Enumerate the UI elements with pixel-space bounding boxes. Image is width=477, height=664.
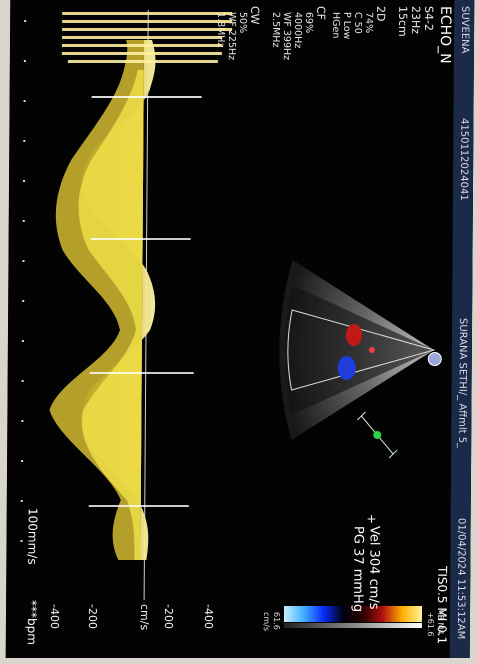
- bmode-sector-image: [279, 260, 436, 440]
- settings-cf-freq: 2.5MHz: [269, 12, 282, 48]
- colorbar-top-label: M3 M4: [435, 608, 446, 635]
- settings-cf-gain: 69%: [303, 12, 315, 34]
- heart-rate: ***bpm: [24, 600, 40, 645]
- settings-2d-contrast: C 50: [352, 12, 364, 34]
- orientation-marker-icon: [357, 411, 398, 459]
- header-datetime: 01/04/2024 11:53:12AM: [454, 518, 467, 640]
- probe-label: S4-2: [422, 6, 436, 31]
- mode-title: ECHO_N: [436, 6, 454, 64]
- settings-2d-title: 2D: [374, 6, 388, 22]
- header-patient: SURANA SETHI/_ Affmlt 5_: [456, 318, 469, 449]
- depth-label: 15cm: [396, 6, 410, 37]
- scale-tick-lower: -200: [85, 604, 100, 629]
- measurement-marker-icon: +: [364, 514, 379, 525]
- colorbar-scale-top: +61.6: [425, 612, 436, 637]
- measurement-velocity: Vel 304 cm/s: [366, 526, 382, 610]
- scale-tick-upper: -200: [161, 604, 176, 629]
- settings-cf-wf: WF 399Hz: [280, 12, 293, 61]
- probe-orientation-icon: [427, 352, 442, 366]
- header-id: 4150112024041: [457, 118, 470, 201]
- scale-unit: cm/s: [137, 604, 152, 631]
- colorbar-unit: cm/s: [261, 612, 272, 632]
- header-left-text: SUVEENA: [458, 6, 471, 54]
- settings-2d-power: P Low: [341, 12, 353, 40]
- scale-tick-top: -400: [201, 604, 216, 629]
- scale-tick-bottom: -400: [47, 604, 62, 629]
- settings-cf-title: CF: [314, 6, 328, 21]
- ultrasound-monitor: SUVEENA 4150112024041 SURANA SETHI/_ Aff…: [5, 0, 475, 658]
- settings-cf-prf: 4000Hz: [291, 12, 304, 49]
- settings-2d-freq: HGen: [330, 12, 342, 39]
- color-gray-bar: [283, 623, 422, 628]
- cw-doppler-spectrum: [49, 10, 233, 600]
- frame-rate: 23Hz: [409, 6, 423, 35]
- ultrasound-screen: SUVEENA 4150112024041 SURANA SETHI/_ Aff…: [5, 0, 475, 658]
- sweep-speed: 100mm/s: [25, 508, 40, 565]
- colorbar-scale-bottom: 61.6: [271, 612, 282, 630]
- measurement-pressure-gradient: PG 37 mmHg: [350, 526, 366, 613]
- settings-2d-gain: 74%: [363, 12, 375, 34]
